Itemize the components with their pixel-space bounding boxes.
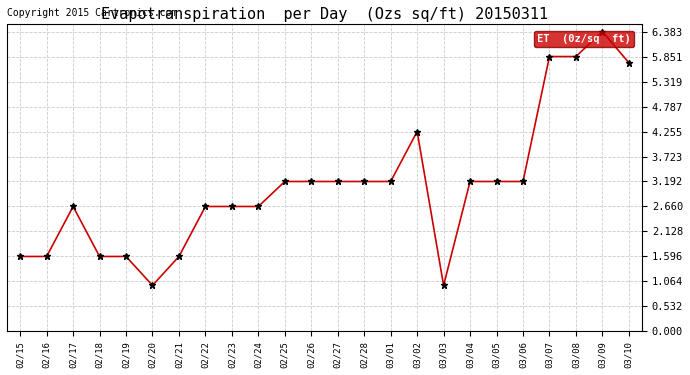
Text: Copyright 2015 Cartronics.com: Copyright 2015 Cartronics.com xyxy=(7,8,177,18)
Title: Evapotranspiration  per Day  (Ozs sq/ft) 20150311: Evapotranspiration per Day (Ozs sq/ft) 2… xyxy=(101,7,548,22)
Legend: ET  (0z/sq  ft): ET (0z/sq ft) xyxy=(533,31,633,48)
